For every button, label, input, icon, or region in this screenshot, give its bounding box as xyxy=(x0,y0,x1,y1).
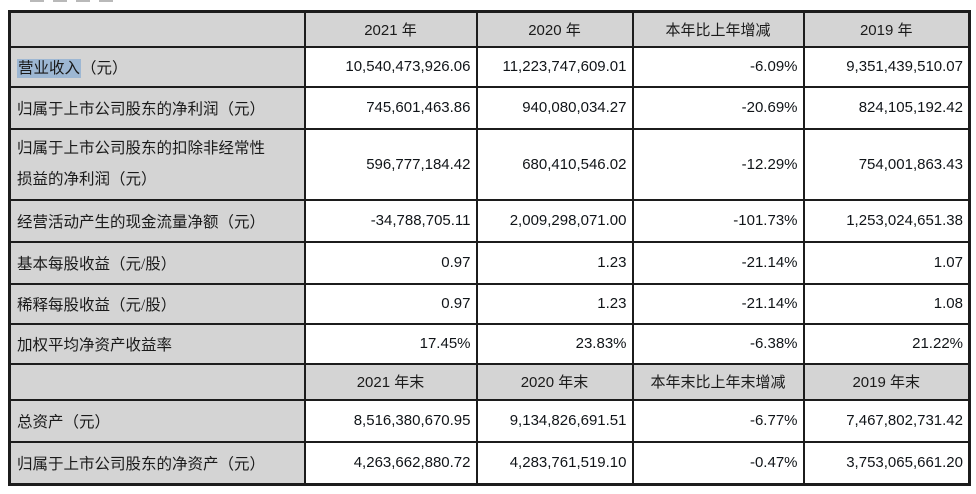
table-row-revenue: 营业收入（元） 10,540,473,926.06 11,223,747,609… xyxy=(8,45,971,88)
cell-deducted-change: -12.29% xyxy=(631,127,805,201)
row-label-net-profit: 归属于上市公司股东的净利润（元） xyxy=(8,85,306,130)
cell-revenue-2019: 9,351,439,510.07 xyxy=(802,45,971,88)
cell-diluted-eps-2019: 1.08 xyxy=(802,282,971,325)
table-row-weighted-roe: 加权平均净资产收益率 17.45% 23.83% -6.38% 21.22% xyxy=(8,322,971,365)
cell-net-assets-change: -0.47% xyxy=(631,440,805,486)
cell-diluted-eps-2020: 1.23 xyxy=(475,282,634,325)
table-row-net-profit: 归属于上市公司股东的净利润（元） 745,601,463.86 940,080,… xyxy=(8,85,971,130)
cell-deducted-2020: 680,410,546.02 xyxy=(475,127,634,201)
table-row-operating-cash-flow: 经营活动产生的现金流量净额（元） -34,788,705.11 2,009,29… xyxy=(8,198,971,243)
row-label-deducted-net-profit: 归属于上市公司股东的扣除非经常性 损益的净利润（元） xyxy=(8,127,306,201)
cell-deducted-2021: 596,777,184.42 xyxy=(303,127,478,201)
cell-net-assets-2019: 3,753,065,661.20 xyxy=(802,440,971,486)
table-row-basic-eps: 基本每股收益（元/股） 0.97 1.23 -21.14% 1.07 xyxy=(8,240,971,285)
row-label-total-assets: 总资产（元） xyxy=(8,398,306,443)
header-row-annual: 2021 年 2020 年 本年比上年增减 2019 年 xyxy=(8,10,971,48)
financial-summary-table: 2021 年 2020 年 本年比上年增减 2019 年 营业收入（元） 10,… xyxy=(8,10,971,486)
header-empty-cell xyxy=(8,10,306,48)
header-yoy-change: 本年比上年增减 xyxy=(631,10,805,48)
cell-net-profit-2019: 824,105,192.42 xyxy=(802,85,971,130)
header-2019-end: 2019 年末 xyxy=(802,362,971,401)
cell-deducted-2019: 754,001,863.43 xyxy=(802,127,971,201)
cell-net-assets-2020: 4,283,761,519.10 xyxy=(475,440,634,486)
header-2019: 2019 年 xyxy=(802,10,971,48)
cell-total-assets-2020: 9,134,826,691.51 xyxy=(475,398,634,443)
cell-diluted-eps-2021: 0.97 xyxy=(303,282,478,325)
header-2021-end: 2021 年末 xyxy=(303,362,478,401)
row-label-net-assets: 归属于上市公司股东的净资产（元） xyxy=(8,440,306,486)
row-label-basic-eps: 基本每股收益（元/股） xyxy=(8,240,306,285)
cell-roe-2020: 23.83% xyxy=(475,322,634,365)
cell-total-assets-change: -6.77% xyxy=(631,398,805,443)
cell-cash-flow-2019: 1,253,024,651.38 xyxy=(802,198,971,243)
clipped-text-remnant xyxy=(30,0,113,3)
header-end-change: 本年末比上年末增减 xyxy=(631,362,805,401)
table-row-net-assets: 归属于上市公司股东的净资产（元） 4,263,662,880.72 4,283,… xyxy=(8,440,971,486)
cell-cash-flow-2020: 2,009,298,071.00 xyxy=(475,198,634,243)
cell-revenue-change: -6.09% xyxy=(631,45,805,88)
cell-basic-eps-2021: 0.97 xyxy=(303,240,478,285)
cell-basic-eps-2020: 1.23 xyxy=(475,240,634,285)
cell-total-assets-2021: 8,516,380,670.95 xyxy=(303,398,478,443)
cell-net-profit-2021: 745,601,463.86 xyxy=(303,85,478,130)
cell-net-assets-2021: 4,263,662,880.72 xyxy=(303,440,478,486)
cell-basic-eps-change: -21.14% xyxy=(631,240,805,285)
header-2021: 2021 年 xyxy=(303,10,478,48)
header-row-period-end: 2021 年末 2020 年末 本年末比上年末增减 2019 年末 xyxy=(8,362,971,401)
cell-net-profit-change: -20.69% xyxy=(631,85,805,130)
cell-roe-change: -6.38% xyxy=(631,322,805,365)
cell-cash-flow-change: -101.73% xyxy=(631,198,805,243)
cell-revenue-2021: 10,540,473,926.06 xyxy=(303,45,478,88)
cell-total-assets-2019: 7,467,802,731.42 xyxy=(802,398,971,443)
selected-text[interactable]: 营业收入 xyxy=(17,58,82,78)
header2-empty-cell xyxy=(8,362,306,401)
cell-basic-eps-2019: 1.07 xyxy=(802,240,971,285)
table-row-diluted-eps: 稀释每股收益（元/股） 0.97 1.23 -21.14% 1.08 xyxy=(8,282,971,325)
row-label-weighted-roe: 加权平均净资产收益率 xyxy=(8,322,306,365)
cell-roe-2021: 17.45% xyxy=(303,322,478,365)
table-row-deducted-net-profit: 归属于上市公司股东的扣除非经常性 损益的净利润（元） 596,777,184.4… xyxy=(8,127,971,201)
cell-cash-flow-2021: -34,788,705.11 xyxy=(303,198,478,243)
header-2020-end: 2020 年末 xyxy=(475,362,634,401)
row-label-revenue: 营业收入（元） xyxy=(8,45,306,88)
cell-net-profit-2020: 940,080,034.27 xyxy=(475,85,634,130)
table-row-total-assets: 总资产（元） 8,516,380,670.95 9,134,826,691.51… xyxy=(8,398,971,443)
header-2020: 2020 年 xyxy=(475,10,634,48)
row-label-diluted-eps: 稀释每股收益（元/股） xyxy=(8,282,306,325)
cell-roe-2019: 21.22% xyxy=(802,322,971,365)
cell-revenue-2020: 11,223,747,609.01 xyxy=(475,45,634,88)
cell-diluted-eps-change: -21.14% xyxy=(631,282,805,325)
row-label-operating-cash-flow: 经营活动产生的现金流量净额（元） xyxy=(8,198,306,243)
